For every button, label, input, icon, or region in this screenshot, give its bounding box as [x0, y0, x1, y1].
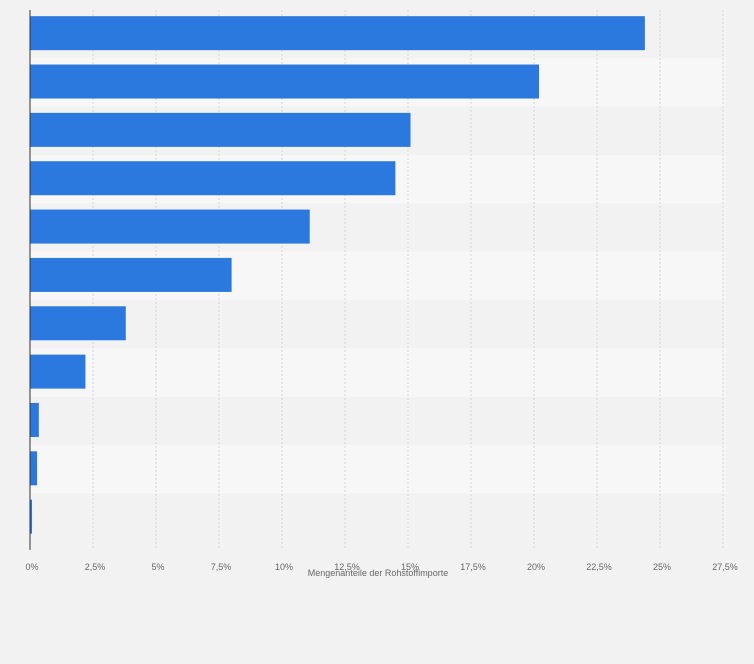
x-tick-label: 10% — [275, 562, 293, 572]
x-tick-label: 25% — [653, 562, 671, 572]
bar[interactable] — [30, 451, 38, 486]
row-band — [30, 396, 726, 446]
x-tick-label: 0% — [25, 562, 38, 572]
bar[interactable] — [30, 161, 396, 196]
x-tick-label: 5% — [151, 562, 164, 572]
bar[interactable] — [30, 209, 310, 244]
bars — [30, 16, 645, 534]
x-tick-label: 12,5% — [334, 562, 360, 572]
x-tick-label: 27,5% — [712, 562, 738, 572]
bar[interactable] — [30, 499, 33, 534]
row-band — [30, 445, 726, 494]
x-tick-label: 20% — [527, 562, 545, 572]
row-band — [30, 348, 726, 397]
x-tick-label: 2,5% — [85, 562, 106, 572]
bar[interactable] — [30, 64, 540, 99]
x-tick-label: 7,5% — [211, 562, 232, 572]
x-axis-label: Mengenanteile der Rohstoffimporte — [308, 568, 448, 578]
row-band — [30, 300, 726, 349]
bar[interactable] — [30, 112, 411, 147]
bar[interactable] — [30, 402, 39, 437]
x-tick-label: 15% — [401, 562, 419, 572]
bar[interactable] — [30, 306, 126, 341]
bar[interactable] — [30, 354, 86, 389]
bar[interactable] — [30, 257, 232, 292]
row-band — [30, 493, 726, 542]
x-tick-labels: 0% 2,5% 5% 7,5% 10% 12,5% 15% 17,5% 20% 22,5% 25% 2… — [25, 562, 737, 572]
x-tick-label: 22,5% — [586, 562, 612, 572]
x-tick-label: 17,5% — [460, 562, 486, 572]
bar[interactable] — [30, 16, 645, 51]
